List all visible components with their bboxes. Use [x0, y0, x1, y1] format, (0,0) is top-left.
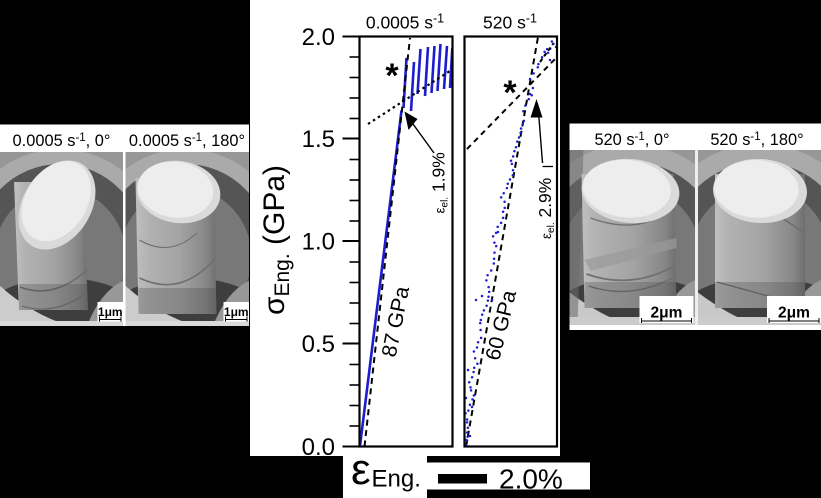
svg-text:εel. 1.9%: εel. 1.9% — [429, 152, 451, 213]
svg-text:1.0: 1.0 — [302, 229, 335, 256]
svg-text:520 s-1: 520 s-1 — [483, 12, 537, 33]
svg-text:2μm: 2μm — [651, 305, 683, 322]
svg-text:1.5: 1.5 — [302, 126, 335, 153]
svg-text:520 s-1, 0°: 520 s-1, 0° — [594, 131, 669, 149]
svg-text:*: * — [503, 74, 517, 112]
svg-text:0.5: 0.5 — [302, 331, 335, 358]
svg-text:0.0005 s-1: 0.0005 s-1 — [366, 12, 444, 33]
svg-text:2.0: 2.0 — [302, 24, 335, 51]
svg-text:2.0%: 2.0% — [499, 464, 563, 495]
svg-text:0.0005 s-1, 180°: 0.0005 s-1, 180° — [129, 132, 245, 150]
svg-text:σEng. (GPa): σEng. (GPa) — [258, 165, 294, 315]
svg-text:2μm: 2μm — [778, 305, 810, 322]
svg-text:0.0: 0.0 — [302, 434, 335, 461]
svg-text:*: * — [385, 57, 399, 95]
svg-text:1μm: 1μm — [98, 305, 123, 319]
svg-text:Eng.: Eng. — [372, 466, 421, 493]
svg-text:520 s-1, 180°: 520 s-1, 180° — [710, 131, 803, 149]
svg-text:ε: ε — [351, 445, 371, 494]
svg-text:1μm: 1μm — [224, 305, 249, 319]
svg-text:0.0005 s-1, 0°: 0.0005 s-1, 0° — [13, 132, 111, 150]
